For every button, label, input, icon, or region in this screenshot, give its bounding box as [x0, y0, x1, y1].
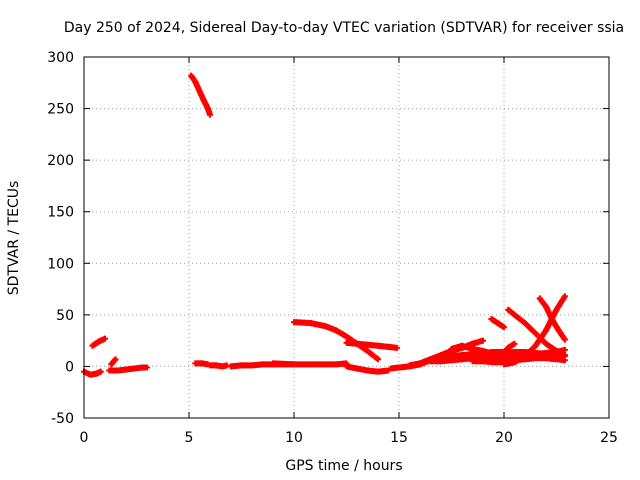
data-series: [207, 362, 230, 370]
data-series: [192, 360, 211, 368]
data-point: [511, 340, 518, 347]
data-series: [270, 360, 350, 368]
data-point: [102, 335, 108, 342]
data-point: [561, 346, 568, 353]
data-point: [393, 344, 400, 351]
data-point: [375, 356, 381, 363]
data-point: [223, 362, 230, 369]
data-series: [188, 72, 213, 118]
plot-frame: [83, 56, 610, 419]
y-tick-label: 300: [47, 50, 74, 66]
data-point: [97, 368, 104, 375]
data-series: [89, 335, 108, 349]
data-point: [561, 336, 568, 343]
data-series: [488, 315, 507, 331]
data-series: [343, 339, 400, 351]
data-series: [291, 319, 381, 363]
data-point: [561, 293, 568, 300]
y-tick-label: -50: [51, 411, 74, 427]
y-tick-label: 100: [47, 256, 74, 272]
data-point: [501, 324, 507, 331]
x-tick-label: 15: [390, 430, 408, 446]
x-tick-label: 0: [80, 430, 89, 446]
chart-title: Day 250 of 2024, Sidereal Day-to-day VTE…: [64, 20, 624, 36]
x-axis-label: GPS time / hours: [285, 458, 402, 474]
data-point: [561, 357, 568, 364]
data-point: [112, 356, 119, 363]
data-series: [501, 346, 568, 360]
data-series: [536, 295, 568, 343]
x-tick-label: 25: [600, 430, 618, 446]
y-tick-label: 250: [47, 102, 74, 118]
data-series: [106, 364, 150, 374]
y-tick-label: 0: [65, 359, 74, 375]
x-tick-label: 10: [285, 430, 303, 446]
data-series: [343, 363, 392, 375]
axis-ticks: 0 5 10 15 20 25 -50 0 50 100 150 200 250 300: [47, 50, 618, 446]
x-tick-label: 20: [495, 430, 513, 446]
data-point: [480, 337, 486, 344]
y-tick-label: 200: [47, 153, 74, 169]
y-tick-label: 50: [56, 308, 74, 324]
data-point: [144, 364, 150, 371]
y-axis-label: SDTVAR / TECUs: [6, 181, 22, 296]
y-tick-label: 150: [47, 205, 74, 221]
data-point: [207, 111, 213, 118]
data-marks: [81, 72, 568, 378]
data-series: [448, 342, 497, 358]
data-series: [501, 355, 568, 365]
data-series: [108, 356, 119, 368]
x-tick-label: 5: [185, 430, 194, 446]
data-point: [490, 351, 497, 358]
